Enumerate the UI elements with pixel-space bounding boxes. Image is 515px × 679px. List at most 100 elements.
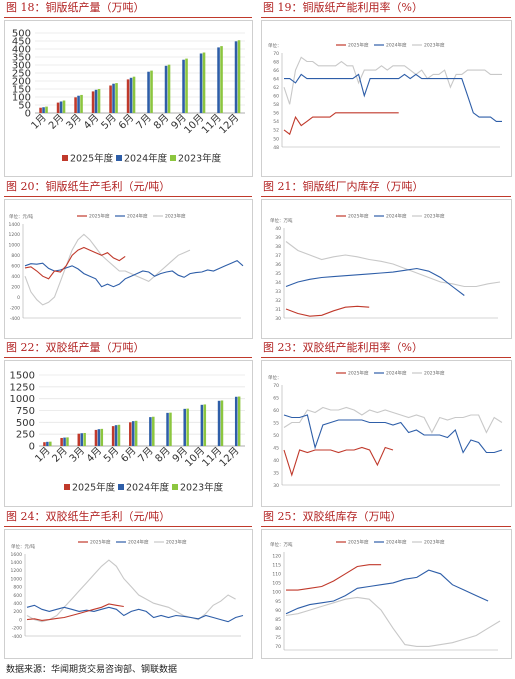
- figure-caption: 图 25：双胶纸库存（万吨）: [263, 510, 402, 526]
- chart-panel: 单位：万吨 70 75 80 85 90 95 100 105 110 115 120 2025年度 20…: [261, 529, 512, 659]
- y-tick-label: 0: [19, 617, 22, 623]
- caption-text: 图 25：双胶纸库存（万吨）: [263, 510, 402, 523]
- chart-panel: 单位：元/吨 -400 -200 0 200 400 600 800 1000 1200 1400 1…: [4, 529, 253, 659]
- figure-caption: 图 20：铜版纸生产毛利（元/吨）: [6, 180, 170, 196]
- bar: [167, 64, 171, 113]
- bar: [217, 400, 221, 446]
- bar: [74, 97, 77, 113]
- legend-label: 2024年度: [386, 370, 407, 377]
- y-tick-label: 200: [12, 77, 31, 88]
- x-tick-label: 6月: [118, 445, 138, 465]
- y-tick-label: -200: [12, 626, 22, 632]
- line-chart-offset-paper-utilization: 单位： 30 35 40 45 50 55 60 65 70 2025年度 2024年度 2023年度: [268, 370, 503, 489]
- legend-label: 2024年度: [128, 539, 149, 546]
- y-tick-label: 1400: [9, 222, 21, 228]
- series-line: [283, 406, 503, 434]
- y-tick-label: 65: [273, 395, 279, 401]
- bar: [200, 404, 204, 446]
- y-tick-label: 55: [273, 420, 279, 426]
- caption-rule: [261, 357, 511, 358]
- legend-label: 2025年度: [348, 213, 369, 220]
- x-tick-label: 12月: [217, 445, 242, 470]
- y-tick-label: 250: [12, 69, 31, 80]
- bar: [217, 47, 220, 113]
- caption-rule: [261, 526, 511, 527]
- y-tick-label: -400: [12, 634, 22, 640]
- bar: [169, 412, 172, 446]
- x-tick-label: 10月: [182, 112, 207, 137]
- unit-label: 单位：元/吨: [9, 213, 34, 220]
- y-tick-label: 90: [275, 608, 281, 614]
- bar: [186, 408, 189, 446]
- series-line: [24, 233, 191, 306]
- bar: [164, 65, 168, 113]
- y-tick-label: 58: [273, 102, 279, 108]
- series-line: [284, 73, 502, 122]
- figure-caption: 图 18：铜版纸产量（万吨）: [6, 1, 145, 17]
- caption-text: 图 20：铜版纸生产毛利（元/吨）: [6, 180, 171, 193]
- bar: [152, 416, 155, 446]
- series-line: [283, 414, 503, 454]
- y-tick-label: 400: [13, 601, 22, 607]
- figure-caption: 图 24：双胶纸生产毛利（元/吨）: [6, 510, 170, 526]
- legend-label: 2024年度: [386, 42, 407, 49]
- y-tick-label: 34: [275, 280, 281, 286]
- y-tick-label: 110: [272, 572, 281, 578]
- bar: [39, 107, 42, 113]
- unit-label: 单位：万吨: [270, 217, 293, 224]
- y-tick-label: 800: [11, 253, 20, 259]
- line-chart-coated-paper-utilization: 单位： 48 50 52 54 56 58 60 62 64 66 68 70 2025年度 2024年度 2…: [268, 42, 502, 151]
- bar: [185, 58, 188, 113]
- bar: [129, 77, 133, 113]
- series-line: [283, 446, 394, 477]
- legend-swatch: [170, 155, 176, 161]
- x-tick-label: 4月: [84, 445, 104, 465]
- chart-panel: 单位： 48 50 52 54 56 58 60 62 64 66 68 70 2025年度 2024年度 2…: [261, 20, 512, 177]
- series-line: [26, 603, 124, 621]
- series-line: [285, 596, 501, 647]
- y-tick-label: 1600: [11, 552, 23, 558]
- line-chart-coated-paper-margin: 单位：元/吨 -400 -200 0 200 400 600 800 1000 1200 1400 2…: [9, 213, 244, 322]
- legend-label: 2023年度: [166, 539, 187, 546]
- bar: [126, 79, 130, 113]
- y-tick-label: 115: [272, 563, 281, 569]
- y-tick-label: 38: [275, 244, 281, 250]
- bar: [43, 442, 46, 446]
- legend-label: 2024年度: [127, 213, 148, 220]
- bar: [59, 101, 63, 113]
- y-tick-label: 68: [273, 59, 279, 65]
- bar: [100, 428, 104, 446]
- y-tick-label: 40: [275, 226, 281, 232]
- bar: [202, 52, 206, 113]
- bar: [97, 89, 101, 113]
- legend-label: 2024年度: [126, 482, 170, 494]
- y-tick-label: 100: [272, 590, 281, 596]
- bar: [114, 425, 118, 446]
- x-tick-label: 4月: [81, 112, 101, 132]
- figure-caption: 图 22：双胶纸产量（万吨）: [6, 341, 145, 357]
- x-tick-label: 5月: [99, 112, 119, 132]
- y-tick-label: 62: [273, 85, 279, 91]
- y-tick-label: 1200: [11, 568, 23, 574]
- x-tick-label: 11月: [199, 112, 224, 137]
- y-tick-label: 56: [273, 111, 279, 117]
- y-tick-label: 100: [12, 93, 31, 104]
- legend-label: 2023年度: [424, 42, 445, 49]
- chart-panel: 单位： 30 35 40 45 50 55 60 65 70 2025年度 2024年度 2023年度: [261, 360, 512, 507]
- series-line: [283, 112, 399, 136]
- series-line: [26, 604, 244, 623]
- y-tick-label: 50: [273, 433, 279, 439]
- caption-rule: [4, 196, 252, 197]
- bar: [94, 429, 98, 446]
- y-tick-label: 600: [11, 264, 20, 270]
- bar: [56, 102, 60, 113]
- legend-label: 2025年度: [72, 482, 116, 494]
- y-tick-label: 1000: [11, 576, 23, 582]
- y-tick-label: 200: [11, 284, 20, 290]
- bar: [42, 107, 45, 113]
- chart-panel: 单位：元/吨 -400 -200 0 200 400 600 800 1000 1200 1400 2…: [4, 199, 253, 339]
- y-tick-label: 120: [272, 553, 281, 559]
- x-tick-label: 12月: [217, 112, 242, 137]
- x-tick-label: 8月: [151, 112, 171, 132]
- bar: [77, 95, 80, 113]
